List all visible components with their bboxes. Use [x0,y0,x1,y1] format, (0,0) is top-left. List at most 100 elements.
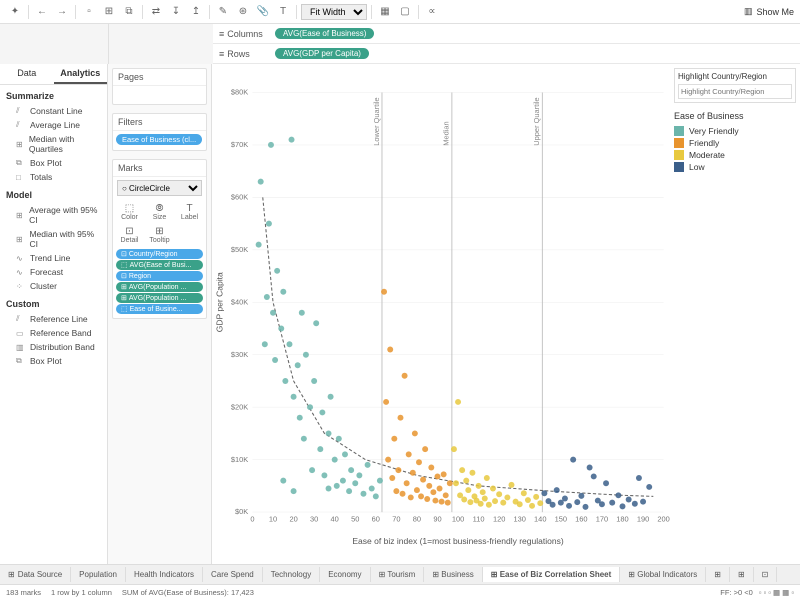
marks-cell-label[interactable]: TLabel [175,201,204,223]
marks-cell-color[interactable]: ⬚Color [115,201,144,223]
svg-text:$70K: $70K [231,140,248,149]
marks-card[interactable]: Marks ○ CircleCircle ⬚Color⦾SizeTLabel ⊡D… [112,159,207,319]
sheet-tab[interactable]: ⊞ Tourism [371,567,425,582]
new-worksheet-icon[interactable]: ⊞ [706,567,730,582]
marks-label: Marks [113,160,206,177]
sheet-tab[interactable]: Technology [263,567,320,582]
analytics-item[interactable]: ∿Trend Line [0,251,107,265]
sheet-icon: ⊞ [379,570,388,579]
marks-cell-detail[interactable]: ⊡Detail [115,224,144,246]
marks-cell-[interactable] [175,224,204,246]
filter-pill[interactable]: Ease of Business (cl... [116,134,202,145]
analytics-item[interactable]: ⫽Constant Line [0,104,107,118]
sort-desc-icon[interactable]: ↥ [187,3,205,21]
mark-pill[interactable]: ⊡Country/Region [116,249,203,259]
back-icon[interactable]: ← [33,3,51,21]
sheets-bar: ⊞Data Source PopulationHealth Indicators… [0,564,800,584]
filters-card[interactable]: Filters Ease of Business (cl... [112,113,207,151]
svg-text:Lower Quartile: Lower Quartile [372,97,381,145]
analytics-item[interactable]: ⧉Box Plot [0,354,107,368]
highlight-card: Highlight Country/Region [674,68,796,103]
analytics-item[interactable]: ⊞Median with 95% CI [0,227,107,251]
legend-swatch [674,150,684,160]
analytics-item[interactable]: ⊞Median with Quartiles [0,132,107,156]
analytics-item[interactable]: ⫽Average Line [0,118,107,132]
pages-card[interactable]: Pages [112,68,207,105]
rows-icon: ≡ [219,49,224,59]
cards-icon[interactable]: ▦ [376,3,394,21]
rows-pill[interactable]: AVG(GDP per Capita) [275,48,369,59]
marks-shape-select[interactable]: ○ CircleCircle [117,180,202,196]
columns-pill[interactable]: AVG(Ease of Business) [275,28,374,39]
tableau-logo-icon[interactable]: ✦ [6,3,24,21]
marks-cell-size[interactable]: ⦾Size [145,201,174,223]
legend-item[interactable]: Friendly [674,137,796,149]
new-dashboard-icon[interactable]: ⊞ [730,567,754,582]
mark-pill-text: AVG(Ease of Busi... [130,262,192,269]
analytics-item-label: Reference Band [30,328,91,338]
svg-text:180: 180 [616,515,628,524]
text-icon[interactable]: T [274,3,292,21]
analytics-item[interactable]: ⧉Box Plot [0,156,107,170]
share-icon[interactable]: ∝ [423,3,441,21]
legend-item[interactable]: Moderate [674,149,796,161]
analytics-item[interactable]: ▭Reference Band [0,326,107,340]
scatter-chart[interactable]: $0K$10K$20K$30K$40K$50K$60K$70K$80K01020… [212,64,670,564]
analytics-item-icon: ▥ [16,343,26,352]
analytics-item-label: Box Plot [30,158,62,168]
mark-pill-text: Region [129,273,151,280]
svg-text:Median: Median [442,121,451,145]
analytics-item[interactable]: ⫽Reference Line [0,312,107,326]
marks-cell-tooltip[interactable]: ⊞Tooltip [145,224,174,246]
legend-item[interactable]: Very Friendly [674,125,796,137]
legend-item[interactable]: Low [674,161,796,173]
rows-shelf[interactable]: ≡Rows AVG(GDP per Capita) [213,44,800,64]
svg-text:140: 140 [534,515,546,524]
swap-icon[interactable]: ⇄ [147,3,165,21]
top-toolbar: ✦ ← → ▫ ⊞ ⧉ ⇄ ↧ ↥ ✎ ⊛ 📎 T Fit Width ▦ ▢ … [0,0,800,24]
status-marks: 183 marks [6,588,41,597]
columns-shelf[interactable]: ≡Columns AVG(Ease of Business) [213,24,800,44]
analytics-item-icon: ⊞ [16,211,25,220]
present-icon[interactable]: ▢ [396,3,414,21]
analytics-item[interactable]: ∿Forecast [0,265,107,279]
forward-icon[interactable]: → [53,3,71,21]
analytics-item[interactable]: □Totals [0,170,107,184]
svg-text:$60K: $60K [231,193,248,202]
analytics-item-icon: ⫽ [16,120,26,130]
status-view-icons[interactable]: ▫ ▫ ▫ ▦ ▦ ▫ [759,588,794,597]
sheet-tab[interactable]: Care Spend [203,567,263,582]
duplicate-icon[interactable]: ⧉ [120,3,138,21]
sort-asc-icon[interactable]: ↧ [167,3,185,21]
highlight-icon[interactable]: ✎ [214,3,232,21]
mark-pill[interactable]: ⬚Ease of Busine... [116,304,203,314]
svg-text:60: 60 [372,515,380,524]
sheet-tab[interactable]: ⊞ Global Indicators [620,567,706,582]
pin-icon[interactable]: 📎 [254,3,272,21]
data-source-tab[interactable]: ⊞Data Source [0,567,71,582]
sheet-tab[interactable]: Economy [320,567,370,582]
mark-pill[interactable]: ⊞AVG(Population ... [116,282,203,292]
analytics-item[interactable]: ⊞Average with 95% CI [0,203,107,227]
highlight-input[interactable] [678,84,792,99]
tab-analytics[interactable]: Analytics [54,64,108,84]
mark-pill-icon: ⬚ [121,305,128,313]
marks-cell-icon: ⦾ [147,203,172,214]
mark-pill[interactable]: ⬚AVG(Ease of Busi... [116,260,203,270]
show-me-button[interactable]: ▥ Show Me [744,6,794,17]
mark-pill[interactable]: ⊡Region [116,271,203,281]
analytics-item[interactable]: ▥Distribution Band [0,340,107,354]
mark-pill[interactable]: ⊞AVG(Population ... [116,293,203,303]
sheet-tab[interactable]: Population [71,567,126,582]
new-sheet-icon[interactable]: ⊞ [100,3,118,21]
sheet-tab[interactable]: ⊞ Ease of Biz Correlation Sheet [483,567,621,582]
tab-data[interactable]: Data [0,64,54,84]
group-icon[interactable]: ⊛ [234,3,252,21]
save-icon[interactable]: ▫ [80,3,98,21]
svg-text:Upper Quartile: Upper Quartile [532,97,541,145]
fit-select[interactable]: Fit Width [301,4,367,20]
sheet-tab[interactable]: ⊞ Business [424,567,482,582]
sheet-tab[interactable]: Health Indicators [126,567,203,582]
analytics-item[interactable]: ⁘Cluster [0,279,107,293]
new-story-icon[interactable]: ⊡ [754,567,778,582]
